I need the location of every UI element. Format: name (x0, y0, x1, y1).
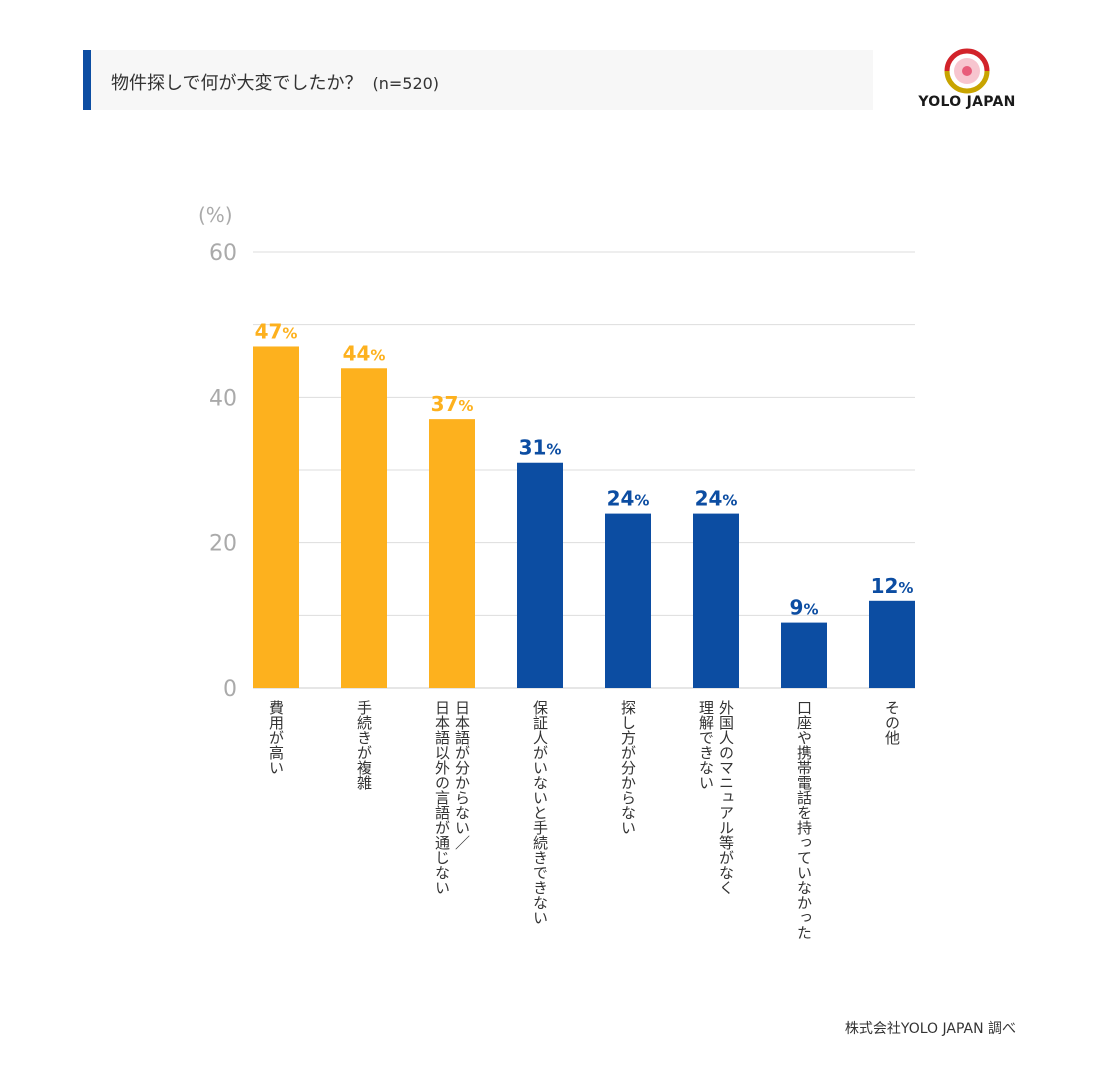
x-tick-label: 日本語以外の言語が通じない (433, 700, 451, 895)
bar (253, 346, 299, 688)
bar (869, 600, 915, 688)
data-label: 9% (790, 596, 819, 620)
logo-flower-icon (944, 48, 990, 94)
data-label: 47% (255, 319, 298, 343)
logo-text: YOLO JAPAN (918, 94, 1016, 110)
data-label: 24% (695, 487, 738, 511)
question-text: 物件探しで何が大変でしたか？ (111, 73, 363, 94)
sample-size: (n=520) (372, 74, 440, 93)
x-tick-label: 日本語が分からない／ (453, 700, 471, 850)
data-label: 37% (431, 392, 474, 416)
y-tick-label: 40 (209, 386, 237, 411)
data-label: 31% (519, 436, 562, 460)
page-title: 物件探しで何が大変でしたか？ (n=520) (111, 69, 439, 95)
y-tick-label: 0 (223, 677, 237, 702)
y-tick-label: 60 (209, 241, 237, 266)
x-tick-label: 口座や携帯電話を持っていなかった (795, 700, 813, 940)
data-label: 24% (607, 487, 650, 511)
bar (693, 513, 739, 688)
bar (341, 368, 387, 688)
source-note: 株式会社YOLO JAPAN 調べ (844, 1021, 1016, 1037)
bar (781, 622, 827, 688)
y-tick-label: 20 (209, 532, 237, 557)
x-tick-label: その他 (883, 700, 901, 746)
x-tick-label: 理解できない (697, 700, 715, 790)
data-label: 44% (343, 341, 386, 365)
x-tick-label: 探し方が分からない (619, 700, 637, 835)
bar (429, 419, 475, 688)
bar (517, 462, 563, 688)
title-bar: 物件探しで何が大変でしたか？ (n=520) (83, 50, 873, 110)
yolo-japan-logo: YOLO JAPAN (912, 44, 1022, 114)
x-tick-label: 手続きが複雑 (355, 700, 373, 790)
x-tick-label: 保証人がいないと手続きできない (531, 700, 549, 925)
y-axis-label: (%) (198, 203, 233, 227)
x-tick-label: 外国人のマニュアル等がなく (717, 700, 735, 895)
data-label: 12% (871, 574, 914, 598)
bar (605, 513, 651, 688)
x-tick-label: 費用が高い (267, 700, 285, 775)
